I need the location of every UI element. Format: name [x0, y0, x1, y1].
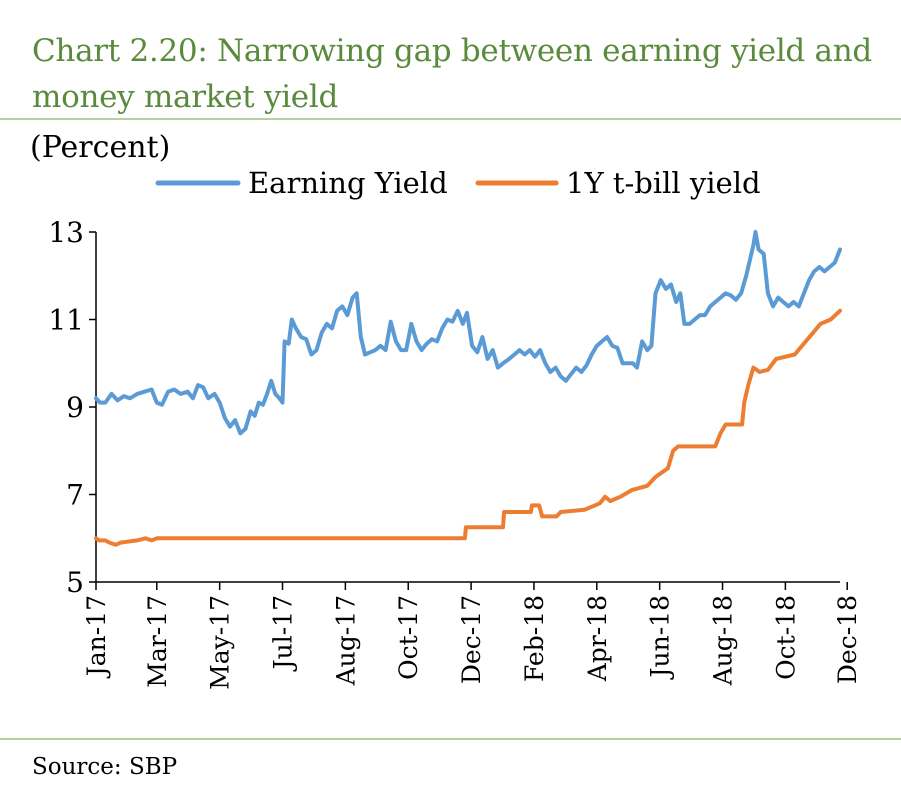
x-tick-label: Jun-18 — [646, 595, 675, 680]
x-tick-label: Feb-18 — [520, 595, 549, 682]
chart-title: Chart 2.20: Narrowing gap between earnin… — [32, 28, 882, 120]
x-tick-label: Jul-17 — [269, 595, 298, 672]
x-tick-label: Dec-18 — [833, 595, 862, 684]
y-tick-label: 9 — [66, 391, 84, 424]
unit-label: (Percent) — [30, 130, 171, 165]
chart-title-line-1: Chart 2.20: Narrowing gap between earnin… — [32, 33, 872, 69]
x-tick-label: Oct-18 — [771, 595, 800, 680]
x-tick-label: Dec-17 — [457, 595, 486, 684]
chart-title-line-2: money market yield — [32, 79, 339, 115]
source-note: Source: SBP — [32, 754, 178, 780]
legend-label: Earning Yield — [248, 166, 448, 200]
y-tick-label: 11 — [48, 304, 84, 337]
y-tick-label: 13 — [48, 216, 84, 249]
series-line-earning-yield — [94, 230, 842, 436]
y-tick-label: 5 — [66, 566, 84, 599]
y-tick-label: 7 — [66, 479, 84, 512]
bottom-divider — [0, 738, 901, 740]
x-tick-label: Jan-17 — [82, 595, 111, 679]
x-tick-label: May-17 — [206, 595, 235, 690]
x-tick-label: Apr-18 — [583, 595, 612, 682]
x-tick-label: Oct-17 — [394, 595, 423, 680]
x-tick-label: Mar-17 — [143, 595, 172, 688]
x-tick-label: Aug-18 — [709, 595, 738, 686]
legend-label: 1Y t-bill yield — [566, 166, 761, 200]
series-line-tbill-yield — [94, 308, 842, 547]
x-tick-label: Aug-17 — [331, 595, 360, 686]
top-divider — [0, 118, 901, 120]
